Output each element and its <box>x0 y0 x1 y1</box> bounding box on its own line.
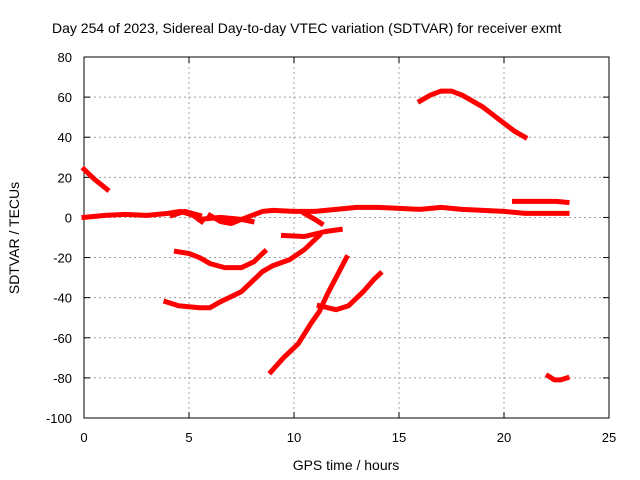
y-tick-label: -20 <box>53 251 72 266</box>
series-line-s8 <box>173 247 269 271</box>
x-tick-label: 5 <box>185 430 192 445</box>
series-line-s1 <box>80 165 111 193</box>
x-tick-label: 25 <box>602 430 616 445</box>
chart-title: Day 254 of 2023, Sidereal Day-to-day VTE… <box>52 20 561 36</box>
series-line-s7 <box>301 209 325 227</box>
y-tick-label: -60 <box>53 331 72 346</box>
series-line-s13 <box>512 198 570 206</box>
x-tick-label: 0 <box>80 430 87 445</box>
series-line-s4 <box>196 204 570 223</box>
series-line-s11 <box>316 270 384 313</box>
x-tick-label: 20 <box>497 430 511 445</box>
y-tick-label: 0 <box>65 210 72 225</box>
y-ticks: -100 -80 -60 -40 -20 0 20 40 60 80 <box>46 50 609 426</box>
grid-layer <box>84 57 609 418</box>
series-line-s12 <box>416 88 529 141</box>
x-tick-label: 15 <box>392 430 406 445</box>
y-axis-label: SDTVAR / TECUs <box>6 182 22 294</box>
x-tick-label: 10 <box>287 430 301 445</box>
y-tick-label: 80 <box>58 50 72 65</box>
series-line-s6 <box>280 226 344 239</box>
plot-frame <box>83 56 610 419</box>
y-tick-label: 20 <box>58 170 72 185</box>
y-tick-label: -80 <box>53 371 72 386</box>
series-line-s14 <box>544 372 571 383</box>
series-line-s10 <box>267 254 350 376</box>
series-layer <box>80 88 571 383</box>
x-ticks: 0 5 10 15 20 25 <box>80 57 616 445</box>
x-axis-label: GPS time / hours <box>293 457 400 473</box>
y-tick-label: -100 <box>46 411 72 426</box>
series-line-s9 <box>162 231 323 311</box>
y-tick-label: -40 <box>53 291 72 306</box>
series-line-s5 <box>206 211 255 226</box>
y-tick-label: 60 <box>58 90 72 105</box>
series-line-s3 <box>169 208 203 219</box>
y-tick-label: 40 <box>58 130 72 145</box>
